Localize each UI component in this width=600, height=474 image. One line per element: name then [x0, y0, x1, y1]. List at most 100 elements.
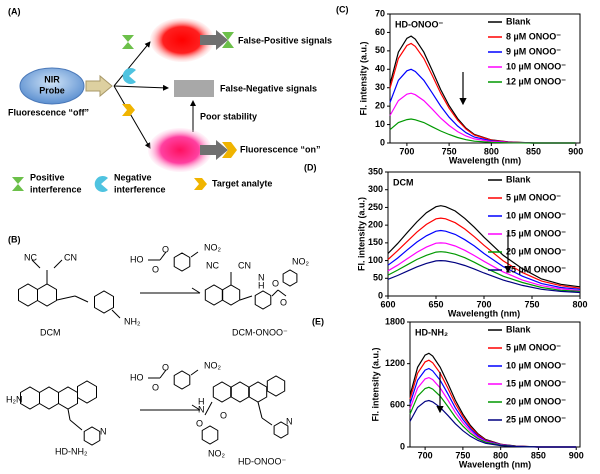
- atom-label: N: [258, 272, 265, 282]
- spectrum-line: [387, 205, 581, 288]
- y-tick-label: 0: [378, 290, 383, 300]
- bond: [190, 369, 199, 376]
- spectrum-line: [387, 259, 581, 294]
- atom-label: O: [152, 264, 159, 274]
- y-tick-label: 0: [380, 137, 385, 147]
- y-tick-label: 0: [400, 441, 405, 451]
- gray-box: [174, 80, 214, 97]
- bond: [111, 309, 121, 319]
- spectrum-line: [387, 251, 581, 292]
- y-axis-label: Fl. intensity (a.u.): [356, 197, 366, 271]
- legend-label: 25 µM ONOO⁻: [506, 264, 566, 274]
- bond: [31, 259, 41, 269]
- x-tick-label: 750: [442, 146, 457, 156]
- negative-icon: [122, 68, 136, 84]
- chart: (D) 600 650 700 750 800 0 50 100 150 200 250 300 350 W…: [304, 162, 588, 318]
- false-positive: False-Positive signals: [238, 35, 332, 45]
- bond: [53, 259, 63, 269]
- x-tick-label: 900: [569, 450, 584, 460]
- ring: [282, 269, 298, 287]
- spectrum-line: [387, 242, 581, 292]
- chart: (E) 700 750 800 850 900 0 600 1200 1800 Wavelength…: [312, 316, 584, 469]
- bond: [67, 408, 71, 421]
- legend-text: interference: [114, 184, 166, 194]
- legend-text: Positive: [30, 172, 65, 182]
- pink-glow: [148, 128, 212, 172]
- x-tick-label: 800: [493, 450, 508, 460]
- arrow: [200, 140, 228, 160]
- panel-label: (D): [304, 162, 317, 172]
- legend-label: 20 µM ONOO⁻: [506, 246, 566, 256]
- bond: [159, 251, 167, 261]
- ring: [273, 421, 289, 439]
- atom-label: O: [280, 297, 287, 307]
- y-tick-label: 70: [375, 8, 385, 18]
- plot-frame: [389, 13, 581, 144]
- bond: [56, 295, 76, 301]
- probe-text: Probe: [39, 85, 65, 95]
- ring: [266, 375, 286, 397]
- atom-label: O: [196, 418, 203, 428]
- ring: [18, 283, 38, 307]
- ring: [37, 283, 57, 307]
- ring: [201, 425, 219, 445]
- bond: [159, 369, 167, 379]
- ring: [173, 370, 191, 390]
- x-tick-label: 800: [572, 299, 587, 309]
- x-tick-label: 700: [418, 450, 433, 460]
- branch: [113, 84, 169, 91]
- spectrum-line: [389, 42, 576, 144]
- spectrum-line: [387, 229, 581, 290]
- ring: [204, 284, 224, 306]
- x-tick-label: 750: [524, 299, 539, 309]
- legend-label: 10 µM ONOO⁻: [506, 360, 566, 370]
- atom-label: O: [272, 278, 279, 288]
- x-tick-label: 700: [476, 299, 491, 309]
- reaction-arrow: [191, 287, 201, 294]
- y-tick-label: 60: [375, 27, 385, 37]
- atom-label: NC: [206, 260, 219, 270]
- positive-icon: [122, 35, 134, 49]
- y-tick-label: 10: [375, 119, 385, 129]
- legend-label: 5 µM ONOO⁻: [506, 192, 561, 202]
- x-axis-label: Wavelength (nm): [449, 155, 521, 165]
- arrow: [85, 74, 113, 98]
- legend-label: Blank: [506, 174, 532, 184]
- atom-label: HO: [130, 372, 144, 382]
- probe-text: NIR: [44, 74, 60, 84]
- atom-label: O: [162, 244, 169, 254]
- legend-label: 20 µM ONOO⁻: [506, 396, 566, 406]
- ring: [254, 290, 272, 310]
- atom-label: NC: [24, 252, 37, 262]
- ring: [248, 381, 268, 403]
- ring: [83, 426, 101, 446]
- target-icon: [194, 178, 207, 190]
- branch: [113, 85, 151, 149]
- spectrum-line: [389, 118, 576, 144]
- y-tick-label: 30: [375, 82, 385, 92]
- positive-icon: [12, 177, 24, 191]
- atom-label: NO₂: [204, 360, 222, 370]
- x-tick-label: 850: [531, 450, 546, 460]
- chart-title: HD-NH₂: [415, 327, 448, 337]
- legend-label: 15 µM ONOO⁻: [506, 228, 566, 238]
- atom-label: HO: [130, 254, 144, 264]
- bond: [239, 295, 253, 301]
- panel-label: (B): [8, 234, 21, 244]
- off-label: Fluorescence “off”: [8, 107, 89, 117]
- legend-label: 12 µM ONOO⁻: [506, 76, 566, 86]
- atom-label: O: [152, 382, 159, 392]
- x-tick-label: 750: [455, 450, 470, 460]
- atom-label: N: [198, 404, 205, 414]
- legend-label: Blank: [506, 324, 532, 334]
- probe: [19, 67, 85, 105]
- bond: [257, 401, 263, 419]
- bond: [261, 417, 273, 426]
- x-axis-label: Wavelength (nm): [459, 459, 531, 469]
- plot-frame: [409, 321, 581, 448]
- bond: [190, 251, 199, 258]
- y-tick-label: 200: [368, 220, 383, 230]
- atom-label: NH₂: [124, 316, 141, 326]
- false-negative: False-Negative signals: [220, 83, 317, 93]
